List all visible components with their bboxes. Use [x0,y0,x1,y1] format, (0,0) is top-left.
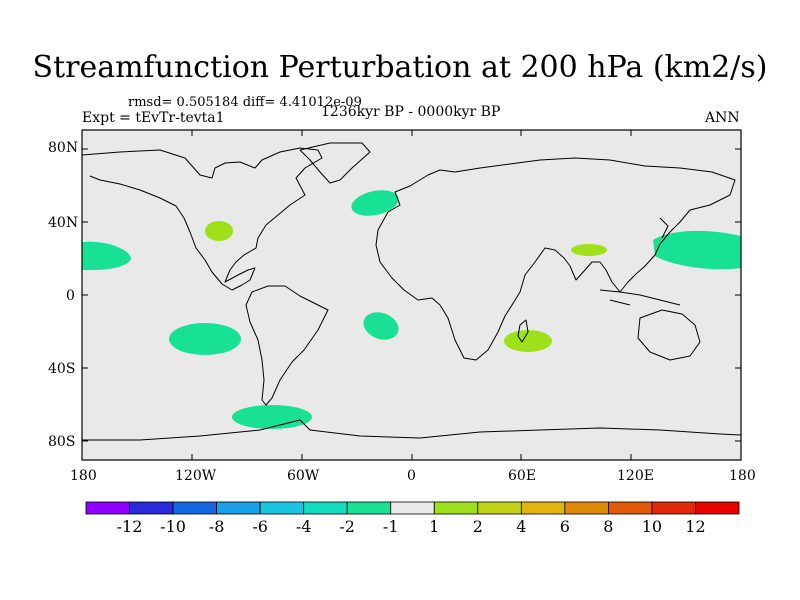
anomaly-indian-ocean [504,330,552,352]
season-label: ANN [705,110,740,126]
legend-label: 6 [560,517,570,536]
legend-label: -4 [296,517,312,536]
legend-label: -12 [117,517,143,536]
antarctica-coast [82,419,742,441]
lon-tick-label: 120E [617,468,654,484]
legend-label: 2 [473,517,483,536]
lat-tick-label: 40N [48,215,79,231]
anomaly-tibet [571,244,607,256]
anomaly-north-atlantic [351,190,399,216]
legend-swatch [303,501,348,515]
coastlines [81,142,742,441]
lon-tick-label: 180 [729,468,756,484]
legend-label: 10 [642,517,662,536]
legend-label: -1 [383,517,399,536]
legend-label: 1 [429,517,439,536]
maritime-asia-coast [599,289,681,306]
legend-swatch [390,501,435,515]
south-america-coast [245,285,329,406]
north-america-coast [81,147,323,291]
legend-label: 4 [516,517,526,536]
legend-swatch [346,501,392,515]
anomaly-north-pacific-west [653,230,741,270]
legend-label: -6 [252,517,268,536]
anomaly-us-southwest [205,221,233,241]
legend-swatch [85,501,130,515]
japan-coast [659,217,669,239]
greenland-coast [299,142,371,184]
lon-tick-label: 120W [175,468,217,484]
legend-swatch [477,501,522,515]
legend-swatch [651,501,696,515]
legend-swatch [695,501,740,515]
legend-swatch [216,501,261,515]
lat-tick-label: 0 [66,288,75,304]
legend-label: -10 [160,517,186,536]
madagascar-coast [517,319,529,343]
legend-label: -8 [209,517,225,536]
anomaly-north-pacific-east [82,241,131,271]
anomaly-drake-passage [232,405,312,429]
lon-tick-label: 0 [407,468,416,484]
legend-swatch [259,501,305,515]
lat-tick-label: 40S [48,361,76,377]
stats-line: rmsd= 0.505184 diff= 4.41012e-09 [128,95,362,110]
legend-swatch [129,501,174,515]
experiment-label: Expt = tEvTr-tevta1 [82,110,225,126]
anomaly-south-atlantic [363,312,399,340]
legend-swatch [433,501,479,515]
axis-ticks [81,130,742,460]
lat-tick-label: 80S [48,434,76,450]
legend-swatch [608,501,653,515]
color-legend: -12 -10 -8 -6 -4 -2 -1 1 2 4 6 8 10 12 [85,501,740,536]
legend-swatch [172,501,218,515]
eurasia-africa-coast [375,157,736,361]
legend-label: -2 [339,517,355,536]
australia-coast [637,309,701,361]
plot-title: Streamfunction Perturbation at 200 hPa (… [32,50,768,85]
period-label: 1236kyr BP - 0000kyr BP [321,104,501,120]
lon-tick-label: 60E [508,468,537,484]
lat-tick-label: 80N [48,140,79,156]
legend-label: 8 [603,517,613,536]
legend-swatch [564,501,609,515]
lon-tick-label: 60W [287,468,320,484]
lon-tick-label: 180 [70,468,97,484]
legend-swatch [520,501,566,515]
legend-label: 12 [685,517,705,536]
anomaly-south-pacific [169,323,241,355]
anomaly-layer [82,190,741,429]
